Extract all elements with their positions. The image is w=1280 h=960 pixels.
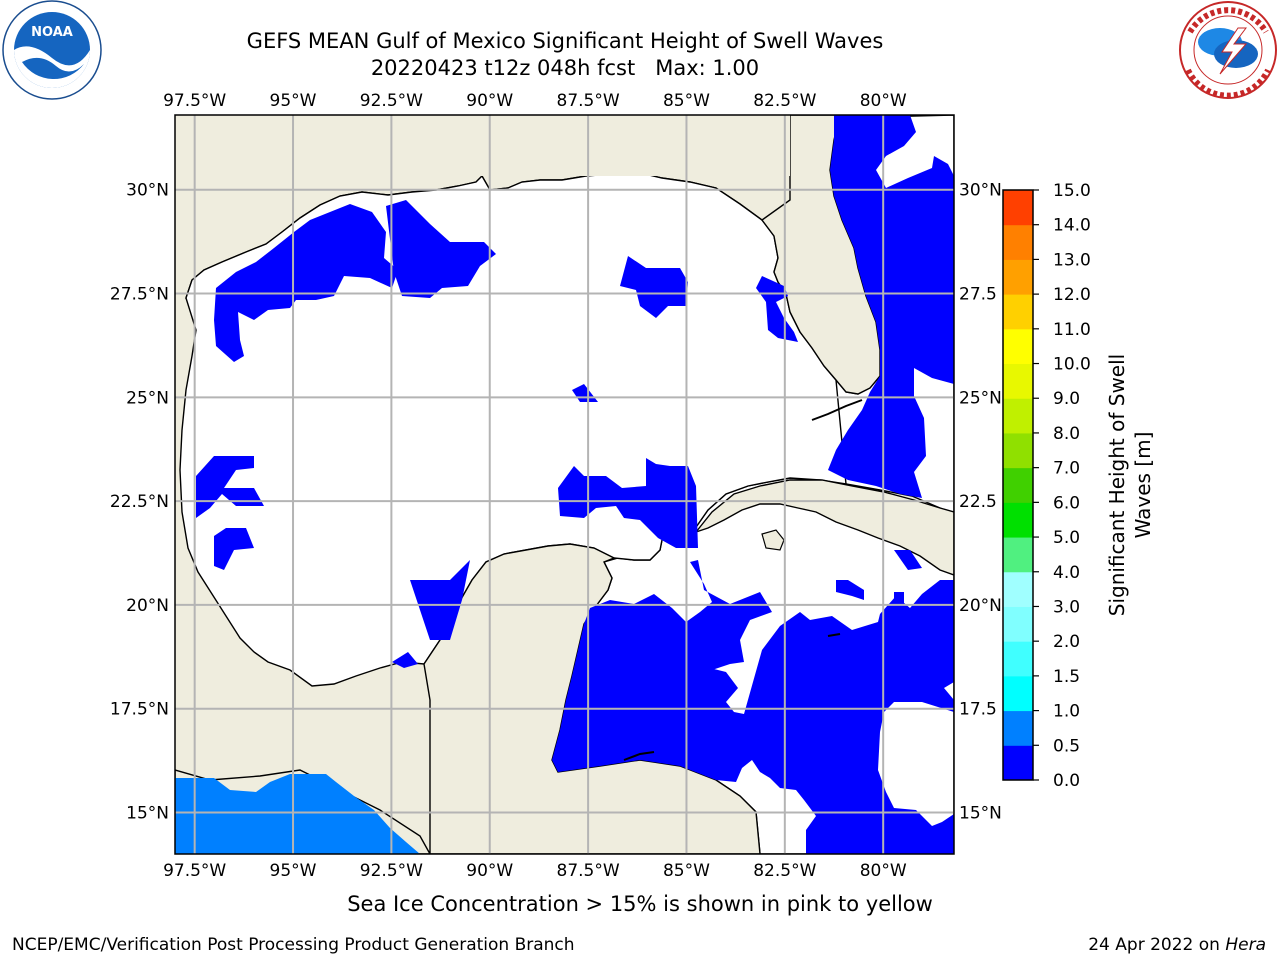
colorbar-segment bbox=[1003, 537, 1033, 573]
lat-label-right: 30°N bbox=[959, 181, 1002, 201]
swell-0-0.5-areas bbox=[196, 115, 954, 854]
lat-label-right: 27.5 bbox=[959, 285, 997, 305]
colorbar-tick-label: 8.0 bbox=[1053, 424, 1080, 444]
colorbar-segment bbox=[1003, 363, 1033, 399]
colorbar-segment bbox=[1003, 606, 1033, 642]
lon-label-bottom: 82.5°W bbox=[753, 861, 816, 881]
colorbar-segment bbox=[1003, 571, 1033, 607]
colorbar-segment bbox=[1003, 710, 1033, 746]
lat-label-left: 22.5°N bbox=[110, 492, 169, 512]
colorbar: 0.0 0.5 1.0 1.5 2.0 3.0 4.0 5.0 6.0 7.0 8.0 9.0 10.0… bbox=[1002, 181, 1091, 791]
colorbar-tick-label: 13.0 bbox=[1053, 250, 1091, 270]
nws-logo bbox=[1179, 1, 1277, 99]
colorbar-tick-label: 0.5 bbox=[1053, 736, 1080, 756]
sea-ice-note: Sea Ice Concentration > 15% is shown in … bbox=[347, 892, 933, 916]
lon-label-top: 97.5°W bbox=[163, 91, 226, 111]
colorbar-tick-label: 5.0 bbox=[1053, 528, 1080, 548]
colorbar-segment bbox=[1003, 467, 1033, 503]
graticule bbox=[175, 115, 954, 854]
colorbar-tick-label: 4.0 bbox=[1053, 563, 1080, 583]
cayman-islands bbox=[827, 633, 841, 637]
colorbar-segment bbox=[1003, 294, 1033, 330]
lat-label-right: 15°N bbox=[959, 803, 1002, 823]
colorbar-frame bbox=[1002, 189, 1034, 781]
colorbar-tick-label: 10.0 bbox=[1053, 355, 1091, 375]
colorbar-segment bbox=[1003, 259, 1033, 295]
footer-machine: Hera bbox=[1225, 935, 1266, 955]
noaa-logo: NOAA bbox=[2, 0, 102, 100]
lon-label-top: 95°W bbox=[270, 91, 317, 111]
title-line-1: GEFS MEAN Gulf of Mexico Significant Hei… bbox=[247, 29, 884, 53]
colorbar-tick-label: 14.0 bbox=[1053, 216, 1091, 236]
lon-label-top: 87.5°W bbox=[557, 91, 620, 111]
lon-label-bottom: 97.5°W bbox=[163, 861, 226, 881]
lon-label-bottom: 92.5°W bbox=[360, 861, 423, 881]
colorbar-segment bbox=[1003, 502, 1033, 538]
lon-label-top: 82.5°W bbox=[753, 91, 816, 111]
colorbar-tick-label: 1.0 bbox=[1053, 702, 1080, 722]
bay-islands bbox=[623, 751, 655, 761]
lon-label-bottom: 87.5°W bbox=[557, 861, 620, 881]
lon-label-top: 92.5°W bbox=[360, 91, 423, 111]
colorbar-tick-label: 11.0 bbox=[1053, 320, 1091, 340]
title-line-2: 20220423 t12z 048h fcst Max: 1.00 bbox=[371, 56, 759, 80]
lat-label-right: 17.5 bbox=[959, 700, 997, 720]
colorbar-tick-label: 1.5 bbox=[1053, 667, 1080, 687]
lat-label-left: 30°N bbox=[126, 181, 169, 201]
colorbar-tick-label: 7.0 bbox=[1053, 459, 1080, 479]
footer-right: 24 Apr 2022 on Hera bbox=[1088, 935, 1266, 955]
colorbar-segment bbox=[1003, 745, 1033, 781]
colorbar-tick-label: 9.0 bbox=[1053, 389, 1080, 409]
lat-label-right: 20°N bbox=[959, 596, 1002, 616]
colorbar-segment bbox=[1003, 398, 1033, 434]
lat-label-right: 22.5 bbox=[959, 492, 997, 512]
lat-label-left: 17.5°N bbox=[110, 700, 169, 720]
swell-0.5-1.0-area bbox=[175, 774, 420, 854]
cuba-land bbox=[693, 479, 954, 576]
isla-juventud bbox=[761, 529, 785, 551]
lon-label-bottom: 90°W bbox=[466, 861, 513, 881]
colorbar-segment bbox=[1003, 328, 1033, 365]
colorbar-tick-label: 12.0 bbox=[1053, 285, 1091, 305]
lon-label-bottom: 80°W bbox=[860, 861, 907, 881]
lon-label-top: 90°W bbox=[466, 91, 513, 111]
lat-label-right: 25°N bbox=[959, 388, 1002, 408]
colorbar-segment bbox=[1003, 190, 1033, 226]
footer-date: 24 Apr 2022 on bbox=[1088, 935, 1225, 955]
map-frame bbox=[174, 114, 955, 855]
colorbar-label-line2: Waves [m] bbox=[1131, 432, 1155, 539]
colorbar-segment bbox=[1003, 641, 1033, 677]
lon-label-top: 85°W bbox=[663, 91, 710, 111]
colorbar-segment bbox=[1003, 224, 1033, 260]
florida-keys bbox=[811, 399, 863, 421]
colorbar-tick-label: 6.0 bbox=[1053, 493, 1080, 513]
lon-label-bottom: 85°W bbox=[663, 861, 710, 881]
map-area bbox=[175, 115, 954, 854]
colorbar-segment bbox=[1003, 675, 1033, 712]
colorbar-segment bbox=[1003, 432, 1033, 469]
lat-label-left: 25°N bbox=[126, 388, 169, 408]
lat-label-left: 27.5°N bbox=[110, 285, 169, 305]
colorbar-tick-label: 3.0 bbox=[1053, 597, 1080, 617]
lat-label-left: 20°N bbox=[126, 596, 169, 616]
footer-left: NCEP/EMC/Verification Post Processing Pr… bbox=[12, 935, 575, 955]
colorbar-tick-label: 0.0 bbox=[1053, 771, 1080, 791]
noaa-logo-text: NOAA bbox=[31, 25, 73, 40]
lon-label-top: 80°W bbox=[860, 91, 907, 111]
tick-labels: 97.5°W 97.5°W 95°W 95°W 92.5°W 92.5°W 90°W 90°W… bbox=[110, 91, 1002, 881]
mexico-land bbox=[175, 115, 790, 176]
colorbar-label-line1: Significant Height of Swell bbox=[1105, 354, 1129, 616]
lon-label-bottom: 95°W bbox=[270, 861, 317, 881]
lat-label-left: 15°N bbox=[126, 803, 169, 823]
colorbar-tick-label: 15.0 bbox=[1053, 181, 1091, 201]
colorbar-tick-label: 2.0 bbox=[1053, 632, 1080, 652]
